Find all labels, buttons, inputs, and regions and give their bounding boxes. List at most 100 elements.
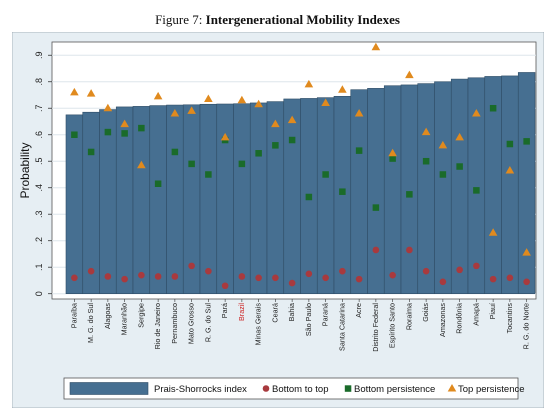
figure-number: Figure 7: — [155, 12, 203, 27]
x-tick-label: Bahia — [287, 303, 296, 321]
x-tick-label: Rondônia — [455, 303, 464, 334]
point-bottom-to-top — [422, 267, 430, 275]
x-tick-label: São Paulo — [304, 303, 313, 336]
point-bottom-to-top — [188, 262, 195, 270]
legend-swatch-triangle — [447, 384, 457, 392]
point-bottom-persistence — [355, 147, 363, 154]
point-bottom-to-top — [104, 273, 112, 280]
bar-Pará — [216, 103, 234, 295]
point-bottom-persistence — [205, 171, 212, 178]
point-bottom-persistence — [138, 124, 145, 132]
point-top-persistence — [472, 109, 481, 117]
point-bottom-to-top — [473, 262, 480, 270]
point-top-persistence — [170, 109, 180, 117]
y-tick-label: .7 — [34, 104, 44, 112]
x-tick-label: M. G. do Sul — [86, 303, 95, 343]
point-top-persistence — [120, 119, 129, 128]
bar-Tocantins — [501, 75, 519, 295]
x-tick-label: Paraná — [321, 303, 330, 326]
point-bottom-persistence — [87, 148, 95, 156]
point-bottom-to-top — [288, 279, 296, 287]
y-tick-label: .4 — [34, 184, 44, 192]
x-tick-label: Tocantins — [505, 303, 514, 334]
x-tick-label: Paraíba — [69, 303, 78, 328]
legend-label: Top persistence — [458, 384, 525, 395]
point-bottom-persistence — [188, 160, 195, 168]
point-top-persistence — [421, 127, 431, 136]
point-top-persistence — [338, 85, 347, 93]
x-tick-label: Pará — [220, 303, 229, 318]
point-bottom-to-top — [171, 273, 179, 280]
x-tick-label: Amapá — [471, 303, 480, 326]
point-bottom-to-top — [205, 267, 212, 275]
x-tick-label: Sergipe — [136, 303, 145, 328]
legend-label: Bottom to top — [272, 384, 329, 395]
point-bottom-to-top — [439, 278, 447, 286]
point-bottom-to-top — [87, 267, 95, 275]
legend — [63, 377, 519, 400]
point-bottom-persistence — [272, 142, 279, 149]
point-bottom-persistence — [322, 171, 329, 178]
point-top-persistence — [354, 109, 364, 117]
point-bottom-to-top — [121, 275, 128, 283]
point-top-persistence — [488, 228, 498, 236]
point-top-persistence — [220, 132, 230, 141]
point-top-persistence — [86, 89, 96, 97]
point-bottom-persistence — [255, 150, 262, 157]
point-top-persistence — [103, 103, 113, 112]
point-bottom-to-top — [406, 246, 413, 254]
x-tick-label: Brazil — [237, 303, 246, 321]
legend-swatch-bar — [69, 382, 149, 395]
x-tick-label: Goiás — [421, 303, 430, 322]
point-bottom-to-top — [138, 271, 145, 279]
legend-label: Prais-Shorrocks index — [154, 384, 247, 395]
x-tick-label: R. G. do Norte — [522, 303, 531, 349]
legend-label: Bottom persistence — [354, 384, 435, 395]
point-top-persistence — [271, 119, 280, 128]
point-bottom-to-top — [372, 246, 380, 254]
point-bottom-persistence — [238, 160, 246, 168]
point-top-persistence — [438, 140, 448, 149]
x-tick-label: Alagoas — [103, 303, 112, 329]
x-tick-label: Amazonas — [438, 303, 447, 337]
y-tick-label: 0 — [34, 291, 44, 296]
bar-Paraná — [316, 97, 335, 295]
point-top-persistence — [304, 79, 314, 88]
bar-Rondônia — [450, 78, 469, 295]
x-tick-label: Mato Grosso — [187, 303, 196, 344]
point-bottom-persistence — [288, 136, 296, 144]
x-tick-label: Maranhão — [120, 303, 129, 335]
legend-swatch-circle — [262, 385, 270, 392]
x-tick-label: Distrito Federal — [371, 303, 380, 352]
y-tick-label: .3 — [34, 210, 44, 218]
legend-swatch-square — [344, 385, 352, 392]
bar-R. G. do Sul — [199, 103, 218, 295]
point-bottom-persistence — [171, 148, 179, 156]
figure-title: Intergenerational Mobility Indexes — [205, 12, 400, 27]
point-bottom-persistence — [489, 104, 497, 112]
point-bottom-to-top — [154, 273, 162, 280]
point-bottom-to-top — [305, 270, 313, 278]
point-bottom-to-top — [322, 274, 329, 282]
x-tick-label: Rio de Janeiro — [153, 303, 162, 349]
point-top-persistence — [204, 94, 213, 102]
point-bottom-to-top — [456, 266, 463, 274]
point-top-persistence — [321, 98, 330, 106]
point-top-persistence — [254, 99, 263, 108]
point-bottom-to-top — [255, 274, 262, 282]
x-tick-label: Piauí — [488, 303, 497, 319]
point-bottom-persistence — [439, 171, 447, 178]
point-bottom-to-top — [523, 278, 530, 286]
x-tick-label: Santa Catarina — [337, 303, 346, 351]
point-top-persistence — [70, 87, 79, 96]
y-tick-label: .2 — [34, 237, 44, 245]
point-bottom-to-top — [489, 275, 497, 283]
point-bottom-to-top — [71, 274, 78, 282]
point-top-persistence — [522, 248, 531, 256]
point-bottom-to-top — [272, 274, 279, 282]
bar-Santa Catarina — [333, 96, 352, 295]
point-top-persistence — [371, 42, 381, 51]
bar-Ceará — [266, 101, 285, 295]
bar-Alagoas — [99, 109, 117, 295]
bar-Acre — [350, 89, 368, 295]
